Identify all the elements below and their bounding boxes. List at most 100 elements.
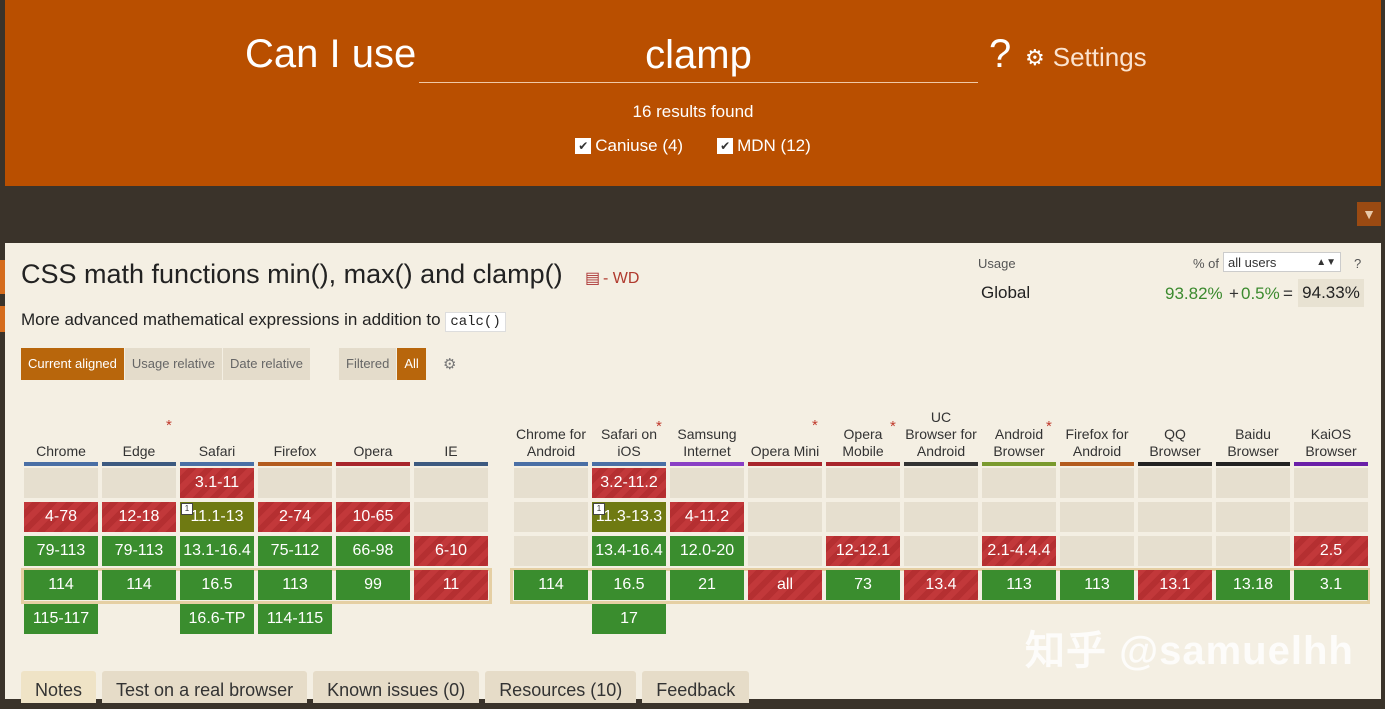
- support-cell-chrome-for-android: [514, 468, 588, 498]
- browser-header-opera-mini: Opera Mini: [750, 443, 820, 459]
- search-prefix: Can I use: [245, 32, 417, 76]
- browser-header-baidu-browser: Baidu Browser: [1227, 426, 1279, 459]
- tab-test-real-browser[interactable]: Test on a real browser: [102, 671, 308, 703]
- support-cell-samsung-internet[interactable]: 21: [670, 570, 744, 600]
- support-cell-opera-mini: [748, 468, 822, 498]
- percent-of-label: % of: [1193, 256, 1220, 271]
- search-input[interactable]: [419, 28, 978, 83]
- support-cell-safari[interactable]: 16.6-TP: [180, 604, 254, 634]
- support-cell-baidu-browser[interactable]: 13.18: [1216, 570, 1290, 600]
- date-relative-button[interactable]: Date relative: [223, 348, 310, 380]
- settings-button[interactable]: ⚙ Settings: [1025, 42, 1147, 73]
- support-cell-edge[interactable]: 79-113: [102, 536, 176, 566]
- browser-color-bar: [592, 462, 666, 466]
- tab-notes[interactable]: Notes: [21, 671, 97, 703]
- tab-feedback[interactable]: Feedback: [642, 671, 750, 703]
- support-cell-uc-browser-for-android[interactable]: 13.4: [904, 570, 978, 600]
- usage-equals: =: [1283, 284, 1293, 303]
- support-cell-ie[interactable]: 11: [414, 570, 488, 600]
- detail-tabs: Notes Test on a real browser Known issue…: [21, 671, 750, 703]
- usage-full: 93.82%: [1165, 284, 1223, 303]
- tab-resources[interactable]: Resources (10): [485, 671, 637, 703]
- filtered-button[interactable]: Filtered: [339, 348, 397, 380]
- support-cell-opera[interactable]: 10-65: [336, 502, 410, 532]
- filter-caniuse[interactable]: ✔ Caniuse (4): [575, 136, 683, 156]
- support-cell-firefox[interactable]: 75-112: [258, 536, 332, 566]
- support-cell-safari-on-ios[interactable]: 16.5: [592, 570, 666, 600]
- support-cell-android-browser[interactable]: 2.1-4.4.4: [982, 536, 1056, 566]
- support-cell-firefox[interactable]: 2-74: [258, 502, 332, 532]
- support-cell-samsung-internet[interactable]: 12.0-20: [670, 536, 744, 566]
- current-row-highlight-mobile: [510, 568, 1370, 604]
- tab-known-issues[interactable]: Known issues (0): [313, 671, 480, 703]
- support-cell-firefox[interactable]: 113: [258, 570, 332, 600]
- support-cell-samsung-internet[interactable]: 4-11.2: [670, 502, 744, 532]
- support-cell-uc-browser-for-android: [904, 536, 978, 566]
- support-cell-uc-browser-for-android: [904, 502, 978, 532]
- spec-status[interactable]: - WD: [603, 270, 640, 287]
- browser-note-star-icon[interactable]: *: [1046, 418, 1052, 435]
- support-cell-chrome[interactable]: 115-117: [24, 604, 98, 634]
- footnote-marker-icon: 1: [181, 503, 193, 515]
- browser-note-star-icon[interactable]: *: [890, 418, 896, 435]
- support-cell-ie: [414, 468, 488, 498]
- browser-note-star-icon[interactable]: *: [656, 418, 662, 435]
- support-cell-kaios-browser[interactable]: 2.5: [1294, 536, 1368, 566]
- support-cell-qq-browser[interactable]: 13.1: [1138, 570, 1212, 600]
- support-cell-chrome[interactable]: 114: [24, 570, 98, 600]
- support-cell-firefox-for-android[interactable]: 113: [1060, 570, 1134, 600]
- support-cell-firefox-for-android: [1060, 536, 1134, 566]
- support-cell-opera-mini: [748, 536, 822, 566]
- support-cell-safari-on-ios[interactable]: 11.3-13.3: [592, 502, 666, 532]
- browser-note-star-icon[interactable]: *: [166, 417, 172, 434]
- filter-mdn[interactable]: ✔ MDN (12): [717, 136, 811, 156]
- support-cell-safari[interactable]: 16.5: [180, 570, 254, 600]
- support-cell-safari-on-ios[interactable]: 3.2-11.2: [592, 468, 666, 498]
- support-cell-chrome-for-android[interactable]: 114: [514, 570, 588, 600]
- support-cell-opera-mobile[interactable]: 73: [826, 570, 900, 600]
- support-cell-ie[interactable]: 6-10: [414, 536, 488, 566]
- support-cell-safari[interactable]: 3.1-11: [180, 468, 254, 498]
- all-button[interactable]: All: [397, 348, 426, 380]
- browser-color-bar: [102, 462, 176, 466]
- support-cell-safari[interactable]: 13.1-16.4: [180, 536, 254, 566]
- support-cell-opera-mobile[interactable]: 12-12.1: [826, 536, 900, 566]
- feature-panel: CSS math functions min(), max() and clam…: [5, 243, 1381, 703]
- browser-header-qq-browser: QQ Browser: [1149, 426, 1201, 459]
- browser-color-bar: [514, 462, 588, 466]
- options-gear-icon[interactable]: ⚙: [443, 356, 457, 373]
- support-cell-edge[interactable]: 114: [102, 570, 176, 600]
- support-cell-kaios-browser[interactable]: 3.1: [1294, 570, 1368, 600]
- browser-color-bar: [258, 462, 332, 466]
- support-cell-opera[interactable]: 66-98: [336, 536, 410, 566]
- filter-funnel-icon[interactable]: ▼: [1357, 202, 1381, 226]
- support-cell-opera[interactable]: 99: [336, 570, 410, 600]
- user-type-select[interactable]: all users ▲▼: [1223, 252, 1341, 272]
- watermark: 知乎 @samuelhh: [1025, 629, 1354, 673]
- browser-color-bar: [24, 462, 98, 466]
- document-icon: ▤: [585, 270, 601, 287]
- browser-color-bar: [748, 462, 822, 466]
- search-header: Can I use ? ⚙ Settings 16 results found …: [5, 0, 1381, 186]
- checkbox-icon[interactable]: ✔: [575, 138, 592, 154]
- usage-total: 94.33%: [1298, 279, 1364, 307]
- browser-color-bar: [904, 462, 978, 466]
- current-aligned-button[interactable]: Current aligned: [21, 348, 124, 380]
- usage-relative-button[interactable]: Usage relative: [124, 348, 222, 380]
- support-cell-edge[interactable]: 12-18: [102, 502, 176, 532]
- support-cell-safari-on-ios[interactable]: 17: [592, 604, 666, 634]
- browser-header-ie: IE: [444, 443, 458, 459]
- support-cell-firefox[interactable]: 114-115: [258, 604, 332, 634]
- checkbox-icon[interactable]: ✔: [717, 138, 734, 154]
- support-cell-chrome[interactable]: 79-113: [24, 536, 98, 566]
- support-cell-chrome[interactable]: 4-78: [24, 502, 98, 532]
- help-link[interactable]: ?: [1354, 256, 1362, 271]
- browser-header-safari-on-ios: Safari on iOS: [600, 426, 658, 459]
- browser-color-bar: [670, 462, 744, 466]
- support-cell-opera-mini[interactable]: all: [748, 570, 822, 600]
- browser-note-star-icon[interactable]: *: [812, 417, 818, 434]
- support-cell-safari-on-ios[interactable]: 13.4-16.4: [592, 536, 666, 566]
- support-cell-safari[interactable]: 11.1-13: [180, 502, 254, 532]
- support-cell-android-browser[interactable]: 113: [982, 570, 1056, 600]
- select-arrows-icon: ▲▼: [1316, 257, 1336, 268]
